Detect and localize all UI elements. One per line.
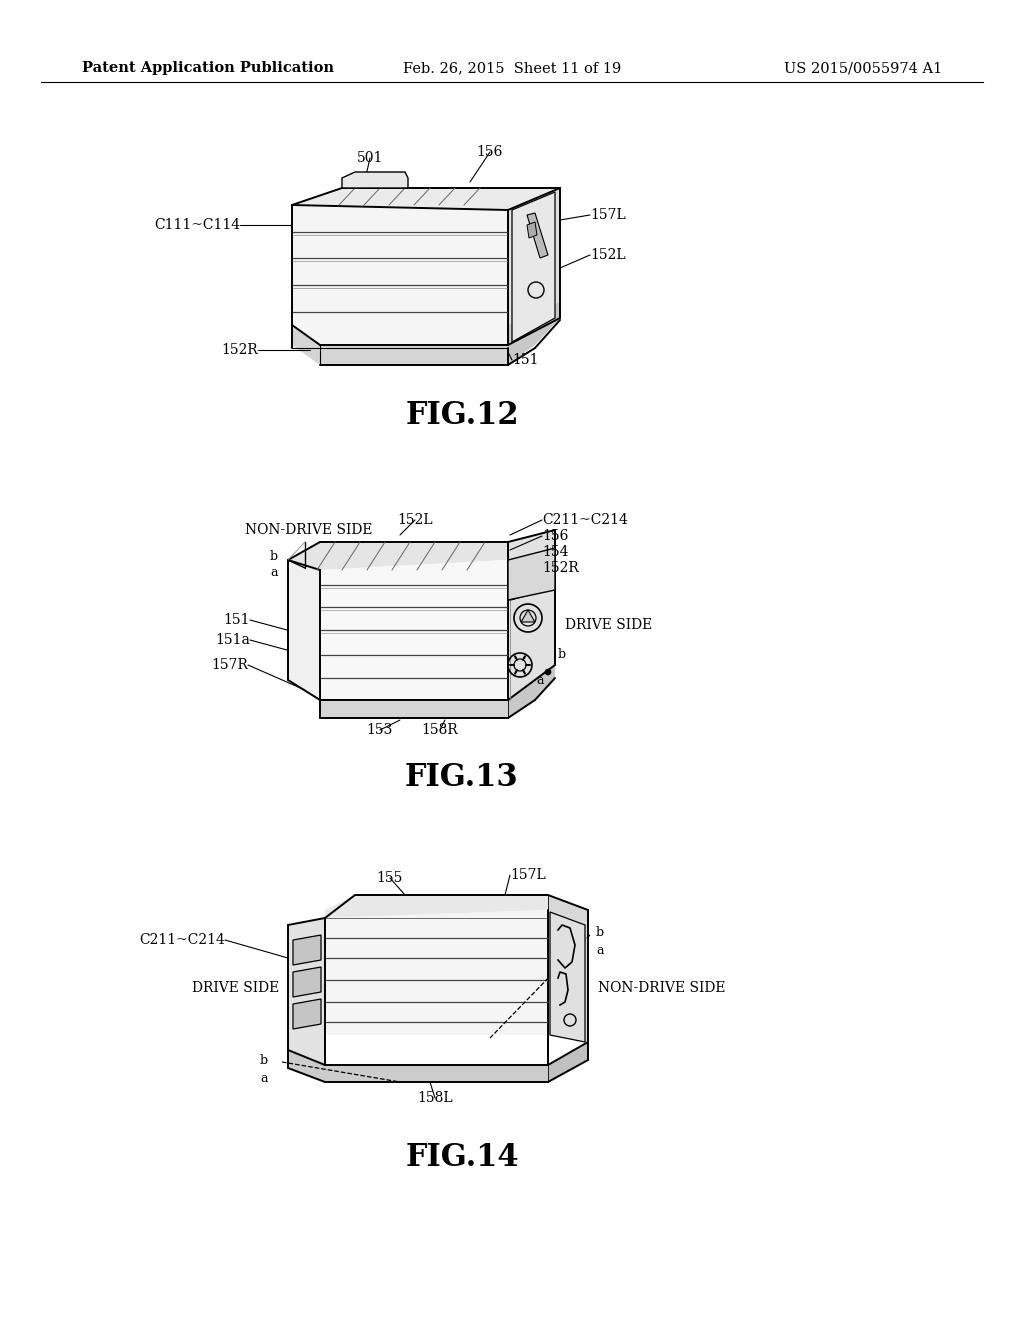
- Text: a: a: [537, 673, 544, 686]
- Text: a: a: [260, 1072, 268, 1085]
- Text: FIG.13: FIG.13: [406, 763, 519, 793]
- Text: FIG.14: FIG.14: [406, 1143, 519, 1173]
- Polygon shape: [550, 912, 585, 1041]
- Text: 156: 156: [477, 145, 503, 158]
- Polygon shape: [292, 325, 508, 366]
- Polygon shape: [288, 917, 325, 1065]
- Text: 157L: 157L: [510, 869, 546, 882]
- Polygon shape: [325, 895, 548, 917]
- Text: C211~C214: C211~C214: [139, 933, 225, 946]
- Text: 152R: 152R: [542, 561, 579, 576]
- Polygon shape: [288, 560, 319, 700]
- Text: 151: 151: [223, 612, 250, 627]
- Text: 158L: 158L: [417, 1092, 453, 1105]
- Polygon shape: [292, 187, 560, 210]
- Text: 501: 501: [356, 150, 383, 165]
- Polygon shape: [508, 187, 560, 345]
- Text: a: a: [596, 944, 603, 957]
- Polygon shape: [548, 1041, 588, 1082]
- Text: FIG.12: FIG.12: [406, 400, 519, 430]
- Text: b: b: [558, 648, 566, 661]
- Polygon shape: [508, 548, 555, 601]
- Text: 157R: 157R: [211, 657, 248, 672]
- Text: 151: 151: [512, 352, 539, 367]
- Polygon shape: [508, 665, 555, 718]
- Text: Patent Application Publication: Patent Application Publication: [82, 61, 334, 75]
- Polygon shape: [288, 1049, 548, 1082]
- Polygon shape: [319, 560, 508, 700]
- Polygon shape: [527, 222, 537, 238]
- Polygon shape: [548, 895, 588, 1041]
- Text: b: b: [270, 550, 278, 564]
- Polygon shape: [527, 213, 548, 257]
- Text: C111~C114: C111~C114: [154, 218, 240, 232]
- Polygon shape: [512, 191, 555, 342]
- Text: NON-DRIVE SIDE: NON-DRIVE SIDE: [245, 523, 373, 537]
- Circle shape: [545, 669, 551, 675]
- Polygon shape: [508, 531, 555, 700]
- Polygon shape: [325, 909, 548, 1035]
- Text: Feb. 26, 2015  Sheet 11 of 19: Feb. 26, 2015 Sheet 11 of 19: [402, 61, 622, 75]
- Text: 152L: 152L: [397, 513, 433, 527]
- Polygon shape: [293, 999, 321, 1030]
- Text: b: b: [260, 1053, 268, 1067]
- Text: 152L: 152L: [590, 248, 626, 261]
- Polygon shape: [521, 610, 535, 622]
- Text: a: a: [270, 565, 278, 578]
- Text: 152R: 152R: [221, 343, 258, 356]
- Polygon shape: [292, 205, 508, 345]
- Text: 157L: 157L: [590, 209, 626, 222]
- Polygon shape: [319, 700, 508, 718]
- Polygon shape: [293, 935, 321, 965]
- Text: 158R: 158R: [422, 723, 459, 737]
- Text: 156: 156: [542, 529, 568, 543]
- Text: 153: 153: [367, 723, 393, 737]
- Text: DRIVE SIDE: DRIVE SIDE: [193, 981, 280, 995]
- Polygon shape: [288, 543, 508, 570]
- Polygon shape: [508, 302, 560, 366]
- Polygon shape: [293, 968, 321, 997]
- Text: NON-DRIVE SIDE: NON-DRIVE SIDE: [598, 981, 725, 995]
- Polygon shape: [342, 172, 408, 187]
- Text: DRIVE SIDE: DRIVE SIDE: [565, 618, 652, 632]
- Text: 155: 155: [377, 871, 403, 884]
- Text: C211~C214: C211~C214: [542, 513, 628, 527]
- Text: US 2015/0055974 A1: US 2015/0055974 A1: [783, 61, 942, 75]
- Text: b: b: [596, 925, 604, 939]
- Text: 154: 154: [542, 545, 568, 558]
- Text: 151a: 151a: [215, 634, 250, 647]
